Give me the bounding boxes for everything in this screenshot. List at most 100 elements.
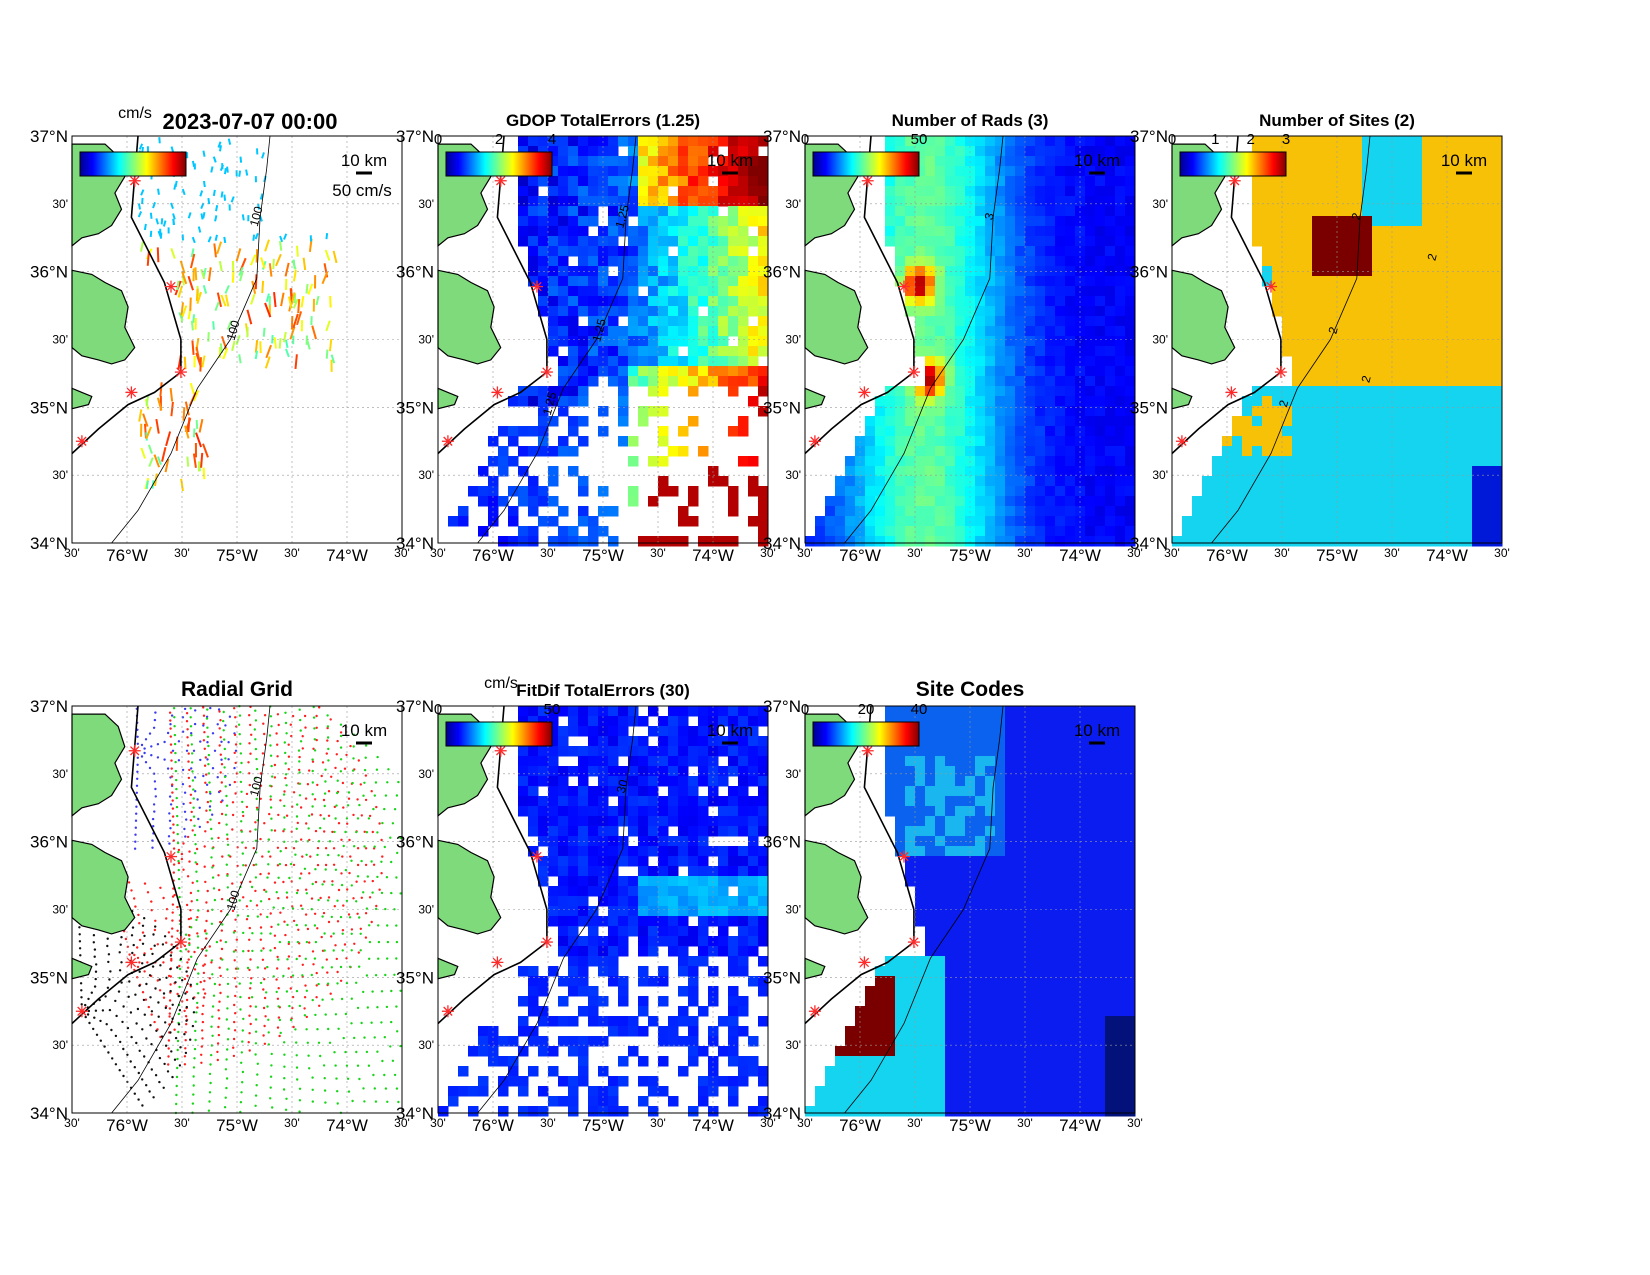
lon-tick-label: 75°W — [216, 546, 258, 565]
contour-label: 100 — [247, 775, 266, 798]
contour-label: 2 — [1326, 325, 1341, 335]
lon-tick-label: 74°W — [692, 546, 734, 565]
lat-tick-label: 30' — [785, 333, 801, 347]
panel-frame — [437, 135, 769, 544]
panel-frame — [804, 705, 1136, 1114]
site-marker — [441, 1005, 454, 1018]
contour-label: 2 — [1425, 252, 1440, 262]
colorbar-tick: 0 — [1168, 131, 1176, 148]
colorbar-tick: 20 — [858, 701, 875, 718]
isobath-100 — [1211, 135, 1371, 544]
lat-tick-label: 30' — [418, 767, 434, 781]
lat-tick-label: 30' — [1152, 333, 1168, 347]
colorbar-tick: 0 — [801, 131, 809, 148]
land-polygon — [71, 269, 136, 365]
panel-frame — [1171, 135, 1503, 544]
land-polygon — [804, 269, 869, 365]
site-marker — [808, 1005, 821, 1018]
colorbar-tick: 3 — [1282, 131, 1290, 148]
lat-tick-label: 30' — [52, 333, 68, 347]
lat-tick-label: 35°N — [763, 398, 801, 417]
panel-frame — [804, 135, 1136, 544]
lat-tick-label: 34°N — [30, 1104, 68, 1123]
lat-tick-label: 35°N — [396, 398, 434, 417]
lon-tick-label: 30' — [650, 1116, 666, 1130]
contour-label: 1.25 — [612, 203, 632, 229]
lat-tick-label: 35°N — [1130, 398, 1168, 417]
lon-tick-label: 30' — [430, 546, 446, 560]
lon-tick-label: 30' — [394, 1116, 410, 1130]
contour-label: 2 — [1359, 374, 1374, 384]
contour-label: 1.25 — [540, 390, 560, 416]
lat-tick-label: 37°N — [396, 127, 434, 146]
lon-tick-label: 76°W — [1206, 546, 1248, 565]
lon-tick-label: 30' — [174, 1116, 190, 1130]
lat-tick-label: 30' — [785, 903, 801, 917]
lon-tick-label: 74°W — [1059, 1116, 1101, 1135]
contour-label: 100 — [224, 319, 243, 342]
panel-frame — [437, 705, 769, 1114]
lon-tick-label: 76°W — [106, 1116, 148, 1135]
colorbar — [445, 721, 553, 747]
land-polygon — [804, 839, 869, 935]
lon-tick-label: 75°W — [949, 546, 991, 565]
colorbar-tick: 0 — [434, 131, 442, 148]
lon-tick-label: 30' — [907, 546, 923, 560]
site-marker — [125, 956, 138, 969]
site-marker — [491, 956, 504, 969]
site-marker — [1265, 280, 1277, 293]
distance-scale-label: 10 km — [341, 151, 387, 170]
lat-tick-label: 36°N — [396, 263, 434, 282]
lon-tick-label: 30' — [1017, 1116, 1033, 1130]
coastline — [437, 135, 548, 455]
site-marker — [165, 850, 177, 863]
lat-tick-label: 37°N — [396, 697, 434, 716]
coastline — [804, 135, 915, 455]
isobath-100 — [477, 705, 637, 1114]
distance-scale-label: 10 km — [1441, 151, 1487, 170]
grid-lines — [438, 706, 768, 1113]
lon-tick-label: 30' — [1494, 546, 1510, 560]
land-polygon — [437, 269, 502, 365]
isobath-100 — [477, 135, 637, 544]
site-marker — [540, 936, 553, 949]
contour-label: 2 — [1276, 398, 1291, 408]
lon-tick-label: 30' — [174, 546, 190, 560]
lat-tick-label: 34°N — [396, 1104, 434, 1123]
panel-frame — [71, 705, 403, 1114]
colorbar-tick: 50 — [911, 131, 928, 148]
lon-tick-label: 30' — [1127, 1116, 1143, 1130]
site-marker — [808, 435, 821, 448]
coastline — [437, 705, 548, 1025]
panel-sitecodes: 37°N30'36°N30'35°N30'34°N30' 76°W 30' 75°W 3… — [763, 678, 1143, 1135]
lat-tick-label: 36°N — [763, 263, 801, 282]
lat-tick-label: 37°N — [763, 697, 801, 716]
lon-tick-label: 76°W — [472, 546, 514, 565]
lat-tick-label: 30' — [1152, 468, 1168, 482]
site-marker — [858, 386, 871, 399]
colorbar-unit: cm/s — [484, 675, 518, 692]
land-polygon — [1171, 269, 1236, 365]
lon-tick-label: 30' — [284, 546, 300, 560]
panel-title: Site Codes — [916, 678, 1025, 701]
panel-title: FitDif TotalErrors (30) — [516, 681, 689, 700]
contour-label: 30 — [614, 778, 631, 795]
site-marker — [174, 936, 187, 949]
lat-tick-label: 30' — [785, 197, 801, 211]
lon-tick-label: 30' — [1017, 546, 1033, 560]
site-marker — [174, 366, 187, 379]
colorbar — [1179, 151, 1287, 177]
lon-tick-label: 30' — [394, 546, 410, 560]
lon-tick-label: 76°W — [106, 546, 148, 565]
lat-tick-label: 30' — [785, 767, 801, 781]
land-polygon — [71, 713, 126, 818]
lat-tick-label: 37°N — [763, 127, 801, 146]
lat-tick-label: 30' — [418, 903, 434, 917]
colorbar-tick: 0 — [801, 701, 809, 718]
site-marker — [75, 1005, 88, 1018]
contour-label: 2 — [1349, 211, 1364, 221]
lon-tick-label: 76°W — [472, 1116, 514, 1135]
vector-scale-label: 50 cm/s — [332, 181, 392, 200]
